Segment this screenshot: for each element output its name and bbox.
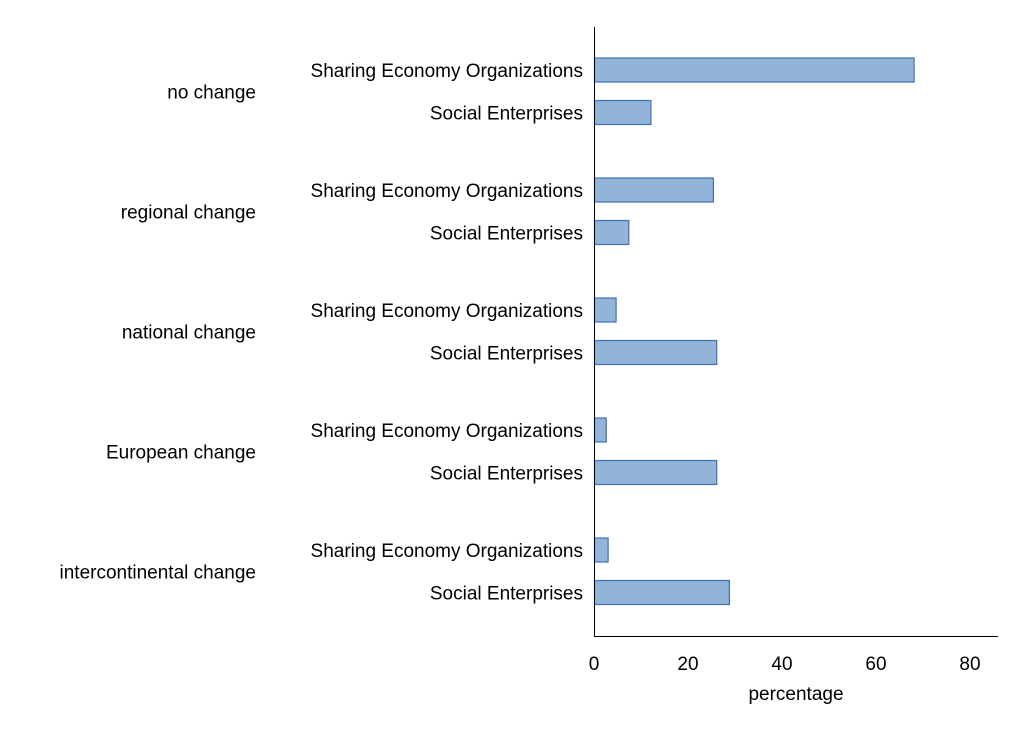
bar-label: Sharing Economy Organizations [311,181,583,202]
group-label: no change [167,82,256,103]
bar-label: Social Enterprises [430,464,583,485]
bar [593,417,607,443]
bar-label: Sharing Economy Organizations [311,541,583,562]
bar [593,99,652,126]
x-axis-label: percentage [748,684,843,705]
bar [593,537,609,563]
group-labels-layer: no change regional change national change E… [60,82,256,583]
bar [593,339,718,366]
group-label: regional change [121,202,256,223]
bar [593,459,718,486]
group-label: national change [122,322,256,343]
x-tick-label: 40 [771,654,792,675]
x-tick-labels-layer: 0 20 40 60 80 [589,654,981,675]
bar [593,297,617,323]
x-tick-label: 20 [677,654,698,675]
bar [593,579,730,606]
bar-label: Sharing Economy Organizations [311,301,583,322]
bar-label: Sharing Economy Organizations [311,421,583,442]
bar-label: Sharing Economy Organizations [311,61,583,82]
x-tick-label: 80 [959,654,980,675]
group-label: intercontinental change [60,562,256,583]
x-tick-label: 0 [589,654,600,675]
group-label: European change [106,442,256,463]
bar-labels-layer: Sharing Economy Organizations Social Ente… [311,61,583,605]
bar [593,219,630,246]
bar-label: Social Enterprises [430,104,583,125]
bar [593,57,915,83]
bar-label: Social Enterprises [430,224,583,245]
bar-label: Social Enterprises [430,344,583,365]
x-tick-label: 60 [865,654,886,675]
bar-label: Social Enterprises [430,584,583,605]
bar [593,177,715,203]
bars-layer [593,57,915,606]
